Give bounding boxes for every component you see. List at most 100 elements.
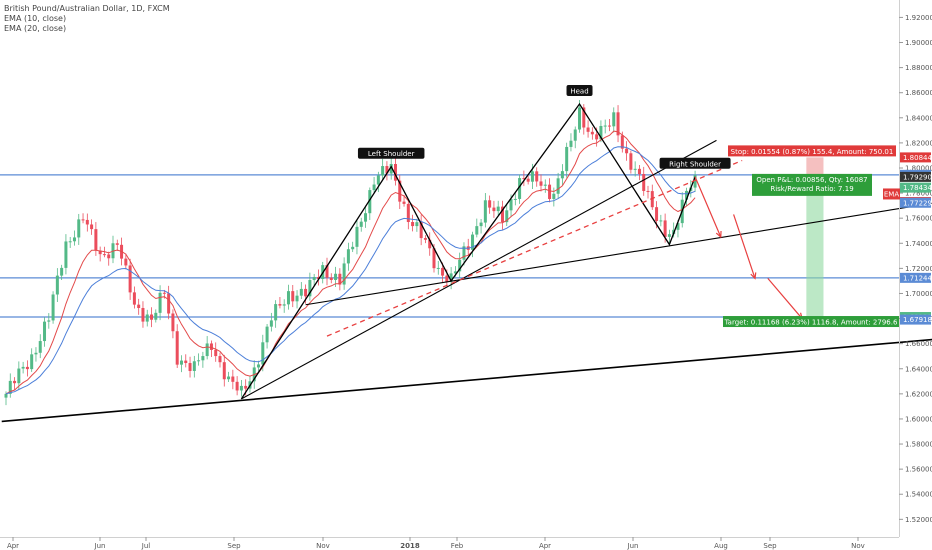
candle-body [299, 288, 303, 296]
candle-body [479, 222, 483, 227]
candle-body [184, 360, 188, 364]
target-zone[interactable] [806, 174, 824, 318]
candle-body [453, 271, 457, 274]
candle-body [376, 175, 380, 185]
candle-body [295, 295, 299, 302]
candle-body [282, 304, 286, 306]
candle-body [543, 184, 547, 186]
pnl-label: Open P&L: 0.00856, Qty: 16087 [756, 176, 867, 184]
y-tick-label: 1.90000 [905, 39, 932, 47]
candle-body [316, 277, 320, 280]
candle-body [192, 361, 196, 371]
ema10-legend[interactable]: EMA (10, close) [4, 14, 67, 23]
candle-body [552, 193, 556, 199]
price-axis-labels: EMA1.808441.794531.792901.784341.772851.… [883, 152, 932, 325]
candle-body [209, 343, 213, 350]
y-tick-label: 1.80000 [905, 164, 932, 172]
y-tick-label: 1.62000 [905, 390, 932, 398]
candle-body [175, 331, 179, 365]
candle-body [312, 277, 316, 281]
candle-body [158, 292, 162, 313]
candle-body [132, 292, 136, 305]
time-axis[interactable]: Apr Jun Jul Sep Nov 2018 Feb Apr Jun Aug Sep Nov [7, 537, 865, 550]
y-tick-label: 1.70000 [905, 290, 932, 298]
candle-body [21, 366, 25, 369]
candle-body [518, 178, 522, 199]
candle-body [513, 198, 517, 200]
candle-body [235, 381, 239, 391]
candle-body [47, 320, 51, 322]
candle-body [569, 140, 573, 147]
candle-body [261, 342, 265, 365]
projection-arrow-line [694, 176, 722, 238]
candle-body [94, 229, 98, 251]
candle-body [573, 129, 577, 141]
ema20-line [5, 146, 696, 395]
candle-body [509, 199, 513, 211]
stop-label: Stop: 0.01554 (0.87%) 155.4, Amount: 750… [731, 148, 894, 156]
candle-body [115, 243, 119, 245]
candle-body [526, 178, 530, 182]
candle-body [505, 210, 509, 223]
price-axis-tag-bg [900, 171, 931, 182]
price-axis-tag: 1.67918 [903, 316, 932, 324]
y-tick-label: 1.74000 [905, 240, 932, 248]
candle-body [124, 258, 128, 266]
candle-body [359, 221, 363, 227]
candle-body [586, 127, 590, 132]
candle-body [385, 166, 389, 174]
candle-body [423, 238, 427, 240]
candle-body [13, 380, 17, 384]
price-axis[interactable]: 1.92000 1.90000 1.88000 1.86000 1.84000 1.820… [899, 14, 932, 524]
candle-body [167, 293, 171, 314]
y-tick-label: 1.92000 [905, 14, 932, 22]
x-tick-label: Apr [539, 542, 551, 550]
candle-body [462, 246, 466, 260]
candle-body [51, 294, 55, 321]
position-labels: Stop: 0.01554 (0.87%) 155.4, Amount: 750… [723, 145, 899, 328]
candle-body [483, 200, 487, 223]
candle-body [368, 190, 372, 214]
stop-label-bg [728, 145, 896, 157]
candle-body [530, 171, 534, 182]
candle-body [25, 366, 29, 370]
candle-body [548, 184, 552, 199]
candle-body [393, 163, 397, 181]
stop-zone[interactable] [806, 157, 824, 175]
candle-body [522, 178, 526, 180]
position-zones [806, 157, 824, 318]
x-tick-label: Sep [763, 542, 777, 550]
projection-arrow-line [733, 214, 756, 279]
candle-body [488, 200, 492, 208]
candle-body [64, 241, 68, 268]
candle-body [355, 226, 359, 247]
pattern-label-bg [659, 157, 731, 169]
price-axis-tag-bg [900, 197, 931, 208]
candle-body [162, 292, 166, 294]
y-tick-label: 1.76000 [905, 215, 932, 223]
head-shoulders-pattern [240, 102, 696, 400]
candle-body [60, 267, 64, 276]
candle-body [663, 220, 667, 237]
pattern-label: Head [570, 87, 588, 95]
y-tick-label: 1.88000 [905, 64, 932, 72]
candle-body [625, 148, 629, 154]
candle-body [304, 288, 308, 297]
candle-body [406, 203, 410, 223]
candle-body [201, 356, 205, 361]
pattern-label: Right Shoulder [669, 160, 721, 168]
candle-body [17, 368, 21, 384]
candle-body [55, 275, 59, 295]
candle-body [633, 168, 637, 170]
candle-body [188, 363, 192, 371]
symbol-title[interactable]: British Pound/Australian Dollar, 1D, FXC… [4, 4, 170, 13]
candle-body [578, 107, 582, 130]
price-axis-tag-bg [900, 272, 931, 283]
candle-body [77, 219, 81, 238]
ema20-legend[interactable]: EMA (20, close) [4, 24, 67, 33]
candle-body [685, 190, 689, 200]
y-tick-label: 1.86000 [905, 89, 932, 97]
projection-arrow-head [715, 230, 722, 239]
